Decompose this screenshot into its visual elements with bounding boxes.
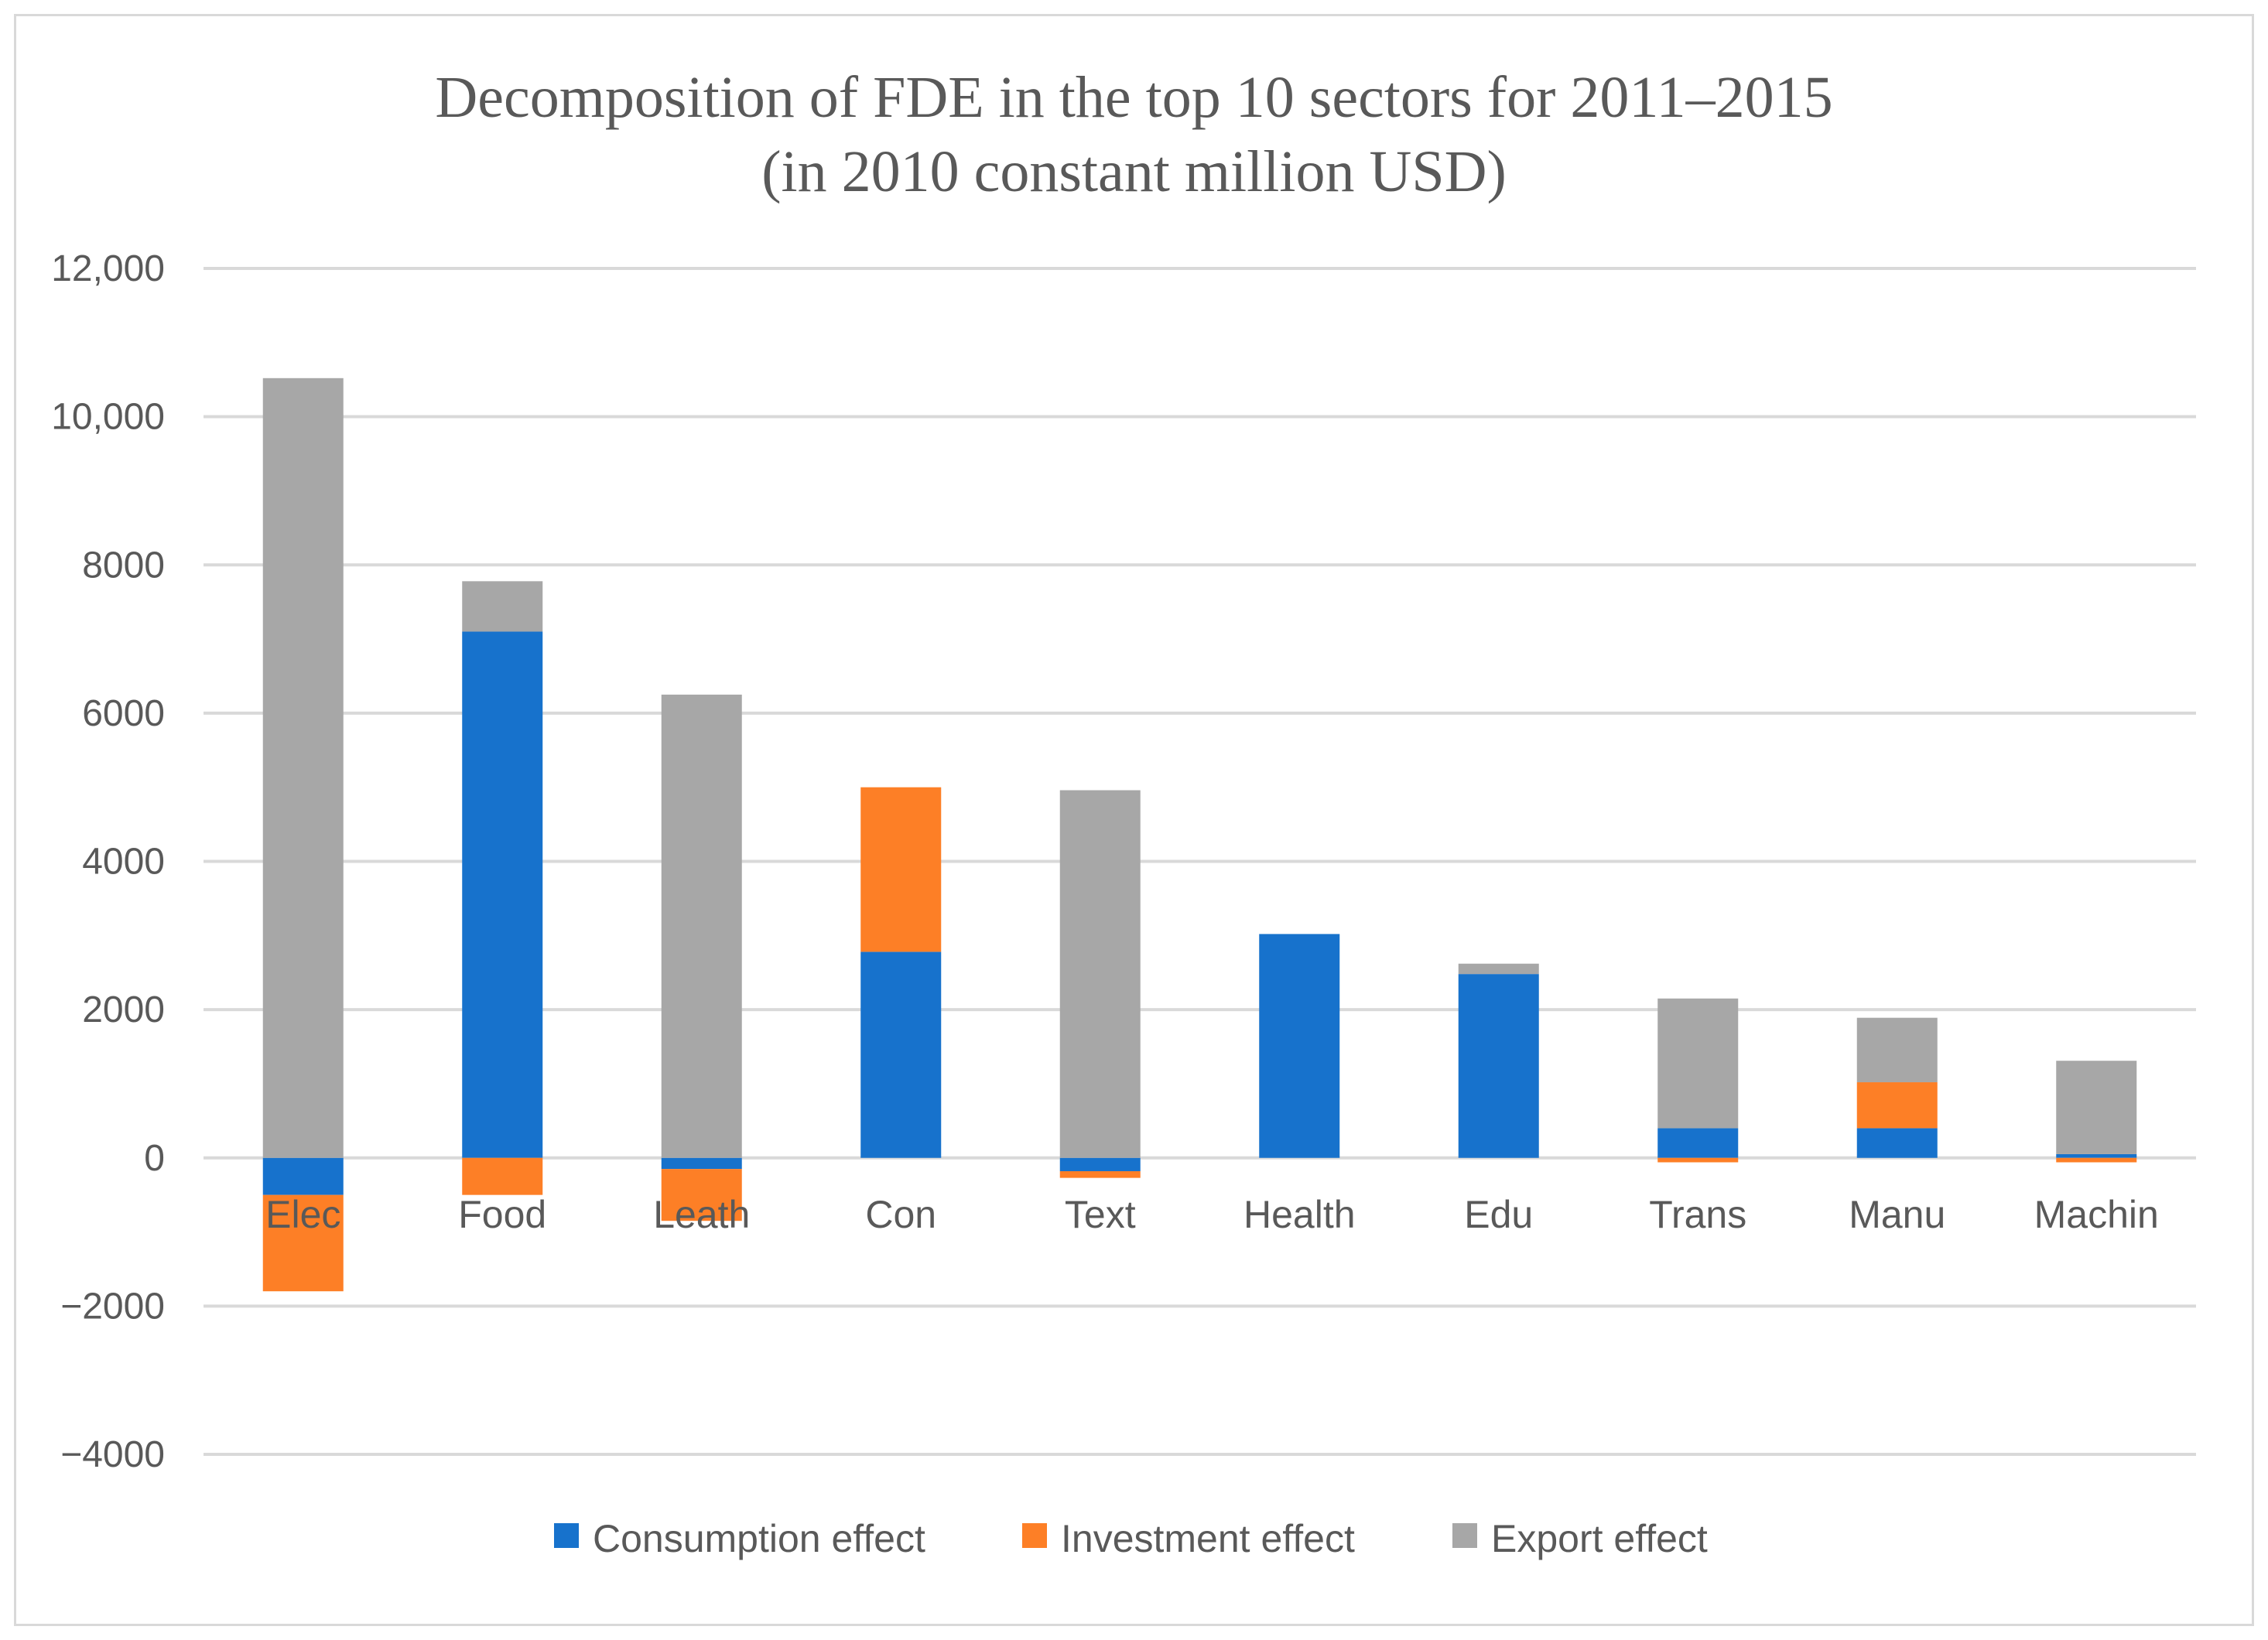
legend-label: Export effect xyxy=(1491,1517,1708,1560)
bar-elec-investment-effect xyxy=(262,1194,344,1292)
bar-machin-consumption-effect xyxy=(2056,1153,2137,1158)
legend-swatch xyxy=(1022,1523,1047,1548)
x-tick-label: Food xyxy=(458,1193,546,1236)
bar-con-investment-effect xyxy=(860,787,942,952)
bar-machin-export-effect xyxy=(2056,1061,2137,1154)
legend-swatch xyxy=(554,1523,579,1548)
legend: Consumption effect Investment effect Expor… xyxy=(554,1517,1708,1560)
x-tick-label: Text xyxy=(1065,1193,1136,1236)
legend-label: Investment effect xyxy=(1061,1517,1355,1560)
y-tick-label: −4000 xyxy=(60,1434,165,1475)
x-axis-labels: Elec Food Leath Con Text Health Edu Trans Manu Ma… xyxy=(265,1193,2159,1236)
y-tick-label: 12,000 xyxy=(51,248,165,289)
bar-manu-consumption-effect xyxy=(1856,1128,1938,1158)
y-tick-label: 0 xyxy=(144,1138,165,1179)
bar-elec-export-effect xyxy=(262,378,344,1158)
bar-trans-investment-effect xyxy=(1657,1157,1739,1163)
bar-text-consumption-effect xyxy=(1059,1157,1141,1171)
bar-con-consumption-effect xyxy=(860,952,942,1158)
bar-leath-consumption-effect xyxy=(661,1157,742,1170)
bar-machin-investment-effect xyxy=(2056,1157,2137,1163)
x-tick-label: Manu xyxy=(1849,1193,1945,1236)
bar-manu-export-effect xyxy=(1856,1017,1938,1083)
x-tick-label: Elec xyxy=(265,1193,340,1236)
bar-food-export-effect xyxy=(462,581,543,632)
bar-food-consumption-effect xyxy=(462,631,543,1158)
bar-text-export-effect xyxy=(1059,790,1141,1158)
bar-leath-export-effect xyxy=(661,694,742,1158)
y-tick-label: 10,000 xyxy=(51,397,165,438)
bar-edu-consumption-effect xyxy=(1458,974,1539,1158)
bar-trans-export-effect xyxy=(1657,998,1739,1129)
legend-swatch xyxy=(1452,1523,1477,1548)
y-axis-ticks: 12,000 10,000 8000 6000 4000 2000 0 −2000 −4000 xyxy=(51,248,165,1475)
bar-edu-export-effect xyxy=(1458,963,1539,975)
legend-label: Consumption effect xyxy=(593,1517,925,1560)
y-tick-label: 2000 xyxy=(82,989,165,1030)
x-tick-label: Con xyxy=(865,1193,936,1236)
x-tick-label: Machin xyxy=(2034,1193,2159,1236)
bar-elec-consumption-effect xyxy=(262,1157,344,1195)
bar-health-consumption-effect xyxy=(1259,934,1340,1158)
bar-trans-consumption-effect xyxy=(1657,1128,1739,1158)
bars xyxy=(262,378,2137,1292)
x-tick-label: Edu xyxy=(1464,1193,1533,1236)
x-tick-label: Health xyxy=(1243,1193,1356,1236)
bar-food-investment-effect xyxy=(462,1157,543,1195)
y-tick-label: 6000 xyxy=(82,693,165,734)
bar-text-investment-effect xyxy=(1059,1170,1141,1178)
y-tick-label: 8000 xyxy=(82,545,165,586)
bar-manu-investment-effect xyxy=(1856,1082,1938,1129)
y-tick-label: −2000 xyxy=(60,1286,165,1327)
x-tick-label: Trans xyxy=(1649,1193,1746,1236)
y-tick-label: 4000 xyxy=(82,842,165,883)
chart-subtitle: (in 2010 constant million USD) xyxy=(761,139,1507,204)
bar-leath-investment-effect xyxy=(661,1169,742,1221)
chart-title: Decomposition of FDE in the top 10 secto… xyxy=(435,65,1833,130)
x-tick-label: Leath xyxy=(653,1193,750,1236)
